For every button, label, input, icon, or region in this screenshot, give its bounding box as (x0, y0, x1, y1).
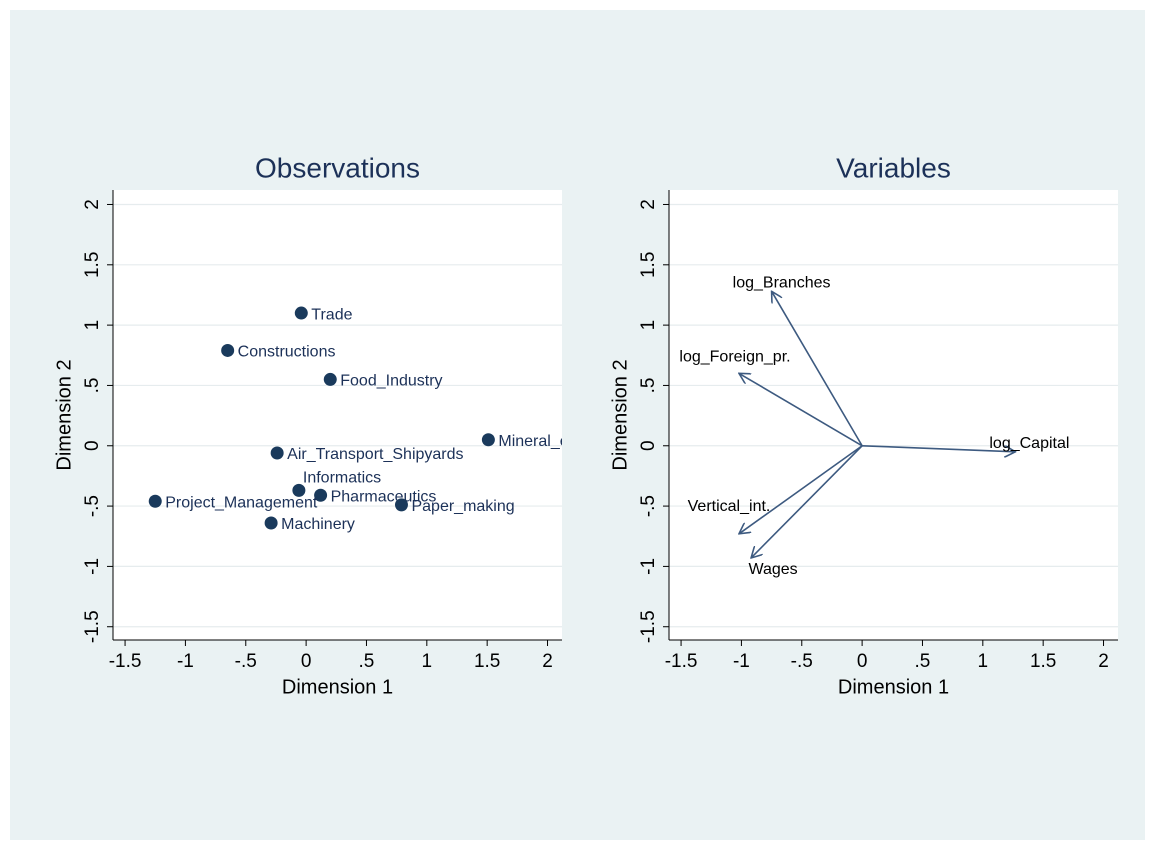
arrow (739, 373, 863, 447)
point (221, 343, 235, 357)
point (394, 498, 408, 512)
arrow (751, 445, 863, 558)
y-tick-label: 1 (638, 320, 659, 331)
point (481, 433, 495, 447)
point-label: Food_Industry (340, 373, 442, 390)
y-tick-label: -.5 (82, 495, 103, 517)
x-tick-label: 1 (978, 651, 989, 672)
point (294, 306, 308, 320)
plot-region (669, 190, 1118, 640)
point-label: Paper_making (411, 498, 514, 515)
point-label: Mineral_ex (498, 433, 576, 450)
y-tick-label: 2 (82, 199, 103, 210)
panel-title: Variables (836, 152, 951, 183)
point-label: Pharmaceutics (331, 488, 437, 505)
x-axis-title: Dimension 1 (838, 676, 949, 698)
x-tick-label: -1 (177, 651, 194, 672)
variable-label: log_Foreign_pr. (679, 349, 790, 366)
point-label: Trade (311, 306, 352, 323)
point (148, 494, 162, 508)
y-tick-label: 2 (638, 199, 659, 210)
point (314, 488, 328, 502)
y-tick-label: -1 (638, 558, 659, 575)
marks: log_Branches log_Foreign_pr. log_Capital Ve… (679, 275, 1069, 579)
y-tick-label: 0 (82, 440, 103, 451)
point-label: Machinery (281, 516, 355, 533)
variable-label: log_Branches (733, 275, 831, 292)
y-tick-label: -1.5 (638, 610, 659, 643)
x-tick-label: 1 (422, 651, 433, 672)
x-axis-title: Dimension 1 (282, 676, 393, 698)
y-tick-label: -1.5 (82, 610, 103, 643)
y-tick-label: 1.5 (82, 252, 103, 278)
y-tick-label: .5 (638, 378, 659, 394)
arrow (772, 291, 863, 447)
x-tick-label: 2 (1098, 651, 1109, 672)
y-axis-title: Dimension 2 (609, 359, 631, 470)
x-tick-label: 1.5 (474, 651, 500, 672)
x-tick-label: -1.5 (665, 651, 698, 672)
variable-label: Vertical_int. (688, 498, 771, 515)
point-label: Constructions (238, 344, 336, 361)
arrow (862, 444, 1015, 452)
point (264, 516, 278, 530)
y-tick-label: -.5 (638, 495, 659, 517)
arrow (739, 445, 863, 534)
variable-label: log_Capital (989, 435, 1069, 452)
x-tick-label: -.5 (235, 651, 257, 672)
x-tick-label: -1 (733, 651, 750, 672)
point-label: Informatics (303, 470, 381, 487)
x-tick-label: -.5 (791, 651, 813, 672)
x-tick-label: 0 (857, 651, 868, 672)
point-label: Project_Management (165, 494, 318, 511)
x-tick-label: 0 (301, 651, 312, 672)
y-tick-label: -1 (82, 558, 103, 575)
x-tick-label: 1.5 (1030, 651, 1056, 672)
point (323, 372, 337, 386)
point (270, 446, 284, 460)
x-tick-label: -1.5 (109, 651, 142, 672)
y-axis-title: Dimension 2 (53, 359, 75, 470)
panel-title: Observations (255, 152, 420, 183)
y-tick-label: .5 (82, 378, 103, 394)
plot-region (113, 190, 562, 640)
y-tick-label: 1 (82, 320, 103, 331)
x-tick-label: .5 (359, 651, 375, 672)
y-tick-label: 1.5 (638, 252, 659, 278)
x-tick-label: .5 (915, 651, 931, 672)
variable-label: Wages (748, 561, 797, 578)
y-tick-label: 0 (638, 440, 659, 451)
point (292, 483, 306, 497)
x-tick-label: 2 (542, 651, 553, 672)
point-label: Air_Transport_Shipyards (287, 446, 463, 463)
